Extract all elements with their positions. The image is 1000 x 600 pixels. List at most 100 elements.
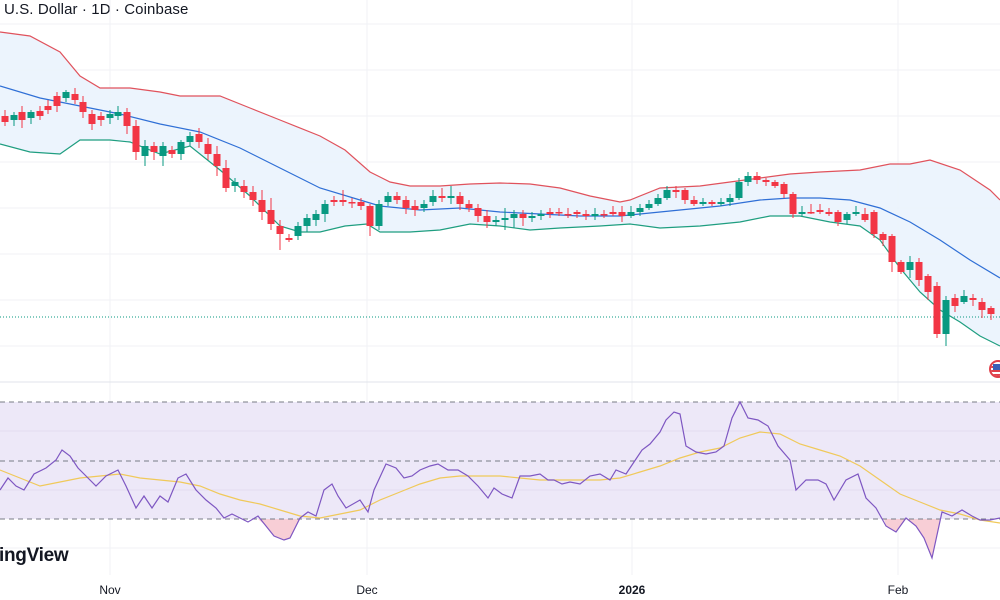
candle-body bbox=[969, 298, 977, 300]
candle-body bbox=[123, 112, 131, 126]
candle-body bbox=[276, 226, 284, 234]
candle-body bbox=[141, 146, 149, 156]
candle-body bbox=[978, 302, 986, 310]
candle-body bbox=[348, 202, 356, 204]
candle-body bbox=[447, 196, 455, 198]
candle-body bbox=[474, 208, 482, 216]
candle-body bbox=[870, 212, 878, 234]
candle-body bbox=[97, 116, 105, 120]
candle-body bbox=[888, 236, 896, 262]
candle-body bbox=[780, 184, 788, 194]
us-flag-icon[interactable] bbox=[989, 360, 1000, 378]
candle-body bbox=[249, 192, 257, 200]
candle-body bbox=[852, 212, 860, 214]
candle-body bbox=[618, 212, 626, 216]
candle-body bbox=[708, 202, 716, 204]
candle-body bbox=[861, 214, 869, 220]
candle-body bbox=[106, 114, 114, 118]
candle-body bbox=[267, 210, 275, 224]
candle-body bbox=[483, 216, 491, 222]
candle-body bbox=[411, 206, 419, 210]
candle-body bbox=[168, 150, 176, 154]
candle-body bbox=[213, 154, 221, 166]
candle-body bbox=[204, 144, 212, 154]
rsi-line bbox=[0, 400, 1000, 561]
candle-body bbox=[816, 210, 824, 212]
candle-body bbox=[510, 214, 518, 218]
time-axis-label: Feb bbox=[887, 583, 909, 597]
candle-body bbox=[240, 186, 248, 192]
candle-body bbox=[609, 212, 617, 214]
candle-body bbox=[519, 214, 527, 218]
candle-body bbox=[357, 202, 365, 206]
candle-body bbox=[897, 262, 905, 272]
candle-body bbox=[834, 212, 842, 222]
candle-body bbox=[987, 308, 995, 314]
time-axis-label: Nov bbox=[99, 583, 121, 597]
candle-body bbox=[1, 116, 9, 122]
brand-watermark: lingView bbox=[0, 545, 69, 566]
candle-body bbox=[699, 202, 707, 204]
candle-body bbox=[627, 212, 635, 216]
candle-body bbox=[879, 234, 887, 240]
rsi-oversold-fill bbox=[884, 519, 940, 558]
candle-body bbox=[528, 216, 536, 218]
candle-body bbox=[735, 182, 743, 198]
bollinger-fill bbox=[0, 32, 1000, 346]
candle-body bbox=[762, 180, 770, 182]
candle-body bbox=[402, 200, 410, 208]
candle-body bbox=[321, 204, 329, 214]
candle-body bbox=[18, 112, 26, 120]
candle-body bbox=[294, 226, 302, 236]
candle-body bbox=[159, 146, 167, 156]
candle-body bbox=[600, 214, 608, 216]
candle-body bbox=[114, 112, 122, 116]
candle-body bbox=[690, 200, 698, 204]
candle-body bbox=[330, 200, 338, 202]
candle-body bbox=[744, 176, 752, 182]
candle-body bbox=[915, 262, 923, 280]
candle-body bbox=[645, 204, 653, 208]
candle-body bbox=[771, 182, 779, 186]
candle-body bbox=[672, 190, 680, 192]
candle-body bbox=[132, 126, 140, 152]
candle-body bbox=[150, 146, 158, 152]
candle-body bbox=[942, 300, 950, 334]
candle-body bbox=[537, 214, 545, 216]
candle-body bbox=[681, 190, 689, 200]
candle-body bbox=[79, 102, 87, 112]
candle-body bbox=[456, 196, 464, 204]
candle-body bbox=[492, 220, 500, 222]
candle-body bbox=[186, 136, 194, 142]
candle-body bbox=[366, 206, 374, 226]
bollinger-upper bbox=[0, 31, 1000, 203]
candle-body bbox=[438, 196, 446, 198]
candle-body bbox=[420, 204, 428, 208]
candle-body bbox=[555, 212, 563, 214]
candle-body bbox=[636, 208, 644, 212]
candle-body bbox=[501, 218, 509, 220]
candle-body bbox=[62, 92, 70, 98]
candle-body bbox=[258, 200, 266, 212]
candle-body bbox=[564, 214, 572, 216]
candle-body bbox=[44, 106, 52, 110]
candle-body bbox=[591, 214, 599, 216]
candle-body bbox=[726, 198, 734, 202]
candle-body bbox=[177, 142, 185, 154]
candle-body bbox=[53, 96, 61, 106]
candle-body bbox=[843, 214, 851, 220]
time-axis-label: Dec bbox=[356, 583, 378, 597]
candle-body bbox=[807, 212, 815, 214]
candle-body bbox=[27, 112, 35, 118]
candle-body bbox=[303, 218, 311, 226]
chart-title: U.S. Dollar · 1D · Coinbase bbox=[4, 1, 189, 18]
candle-body bbox=[825, 212, 833, 214]
candle-body bbox=[717, 202, 725, 204]
candle-body bbox=[924, 276, 932, 292]
candle-body bbox=[375, 204, 383, 226]
time-axis-label: 2026 bbox=[618, 583, 646, 597]
candle-body bbox=[10, 115, 18, 120]
candle-body bbox=[384, 196, 392, 202]
rsi-oversold-fill bbox=[248, 519, 300, 540]
